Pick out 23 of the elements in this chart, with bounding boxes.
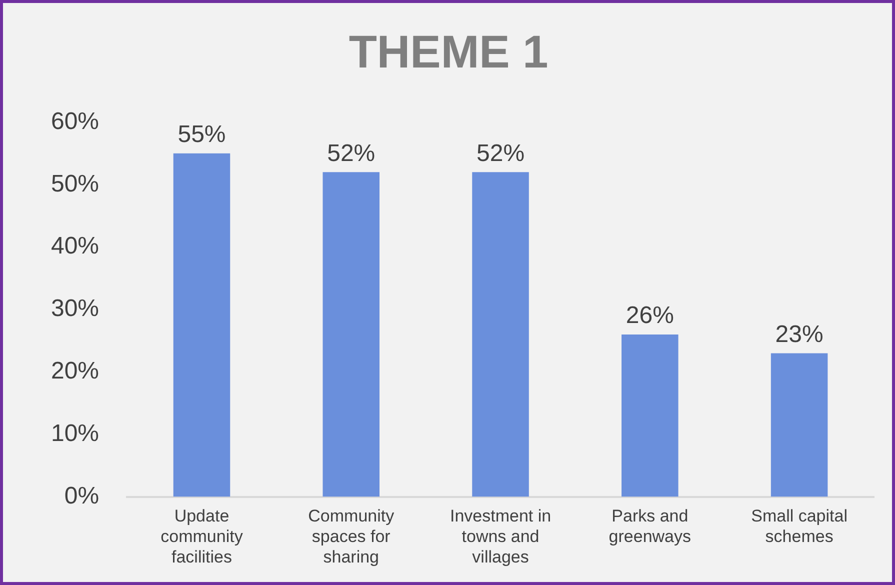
data-label: 52%: [476, 140, 525, 167]
bar: [472, 172, 529, 497]
x-tick-label: Update community facilities: [160, 506, 244, 566]
y-tick-label: 10%: [50, 420, 100, 447]
data-label: 52%: [327, 140, 376, 167]
bar: [173, 153, 230, 497]
chart-title: THEME 1: [348, 25, 548, 78]
x-tick-label: Investment in towns and villages: [450, 506, 552, 566]
y-tick-label: 50%: [50, 170, 100, 198]
bar: [622, 334, 678, 497]
x-tick-label: Small capital schemes: [751, 506, 848, 546]
data-label: 23%: [775, 320, 824, 348]
y-tick-label: 30%: [50, 295, 100, 322]
y-tick-label: 40%: [50, 232, 100, 260]
x-tick-label: Parks and greenways: [608, 506, 692, 546]
y-tick-label: 20%: [50, 358, 100, 385]
y-tick-label: 0%: [64, 482, 100, 510]
bar: [322, 172, 380, 497]
bar: [770, 353, 828, 497]
y-tick-label: 60%: [50, 108, 100, 135]
data-label: 26%: [626, 302, 674, 330]
x-tick-label: Community spaces for sharing: [308, 506, 395, 566]
data-label: 55%: [178, 121, 226, 148]
